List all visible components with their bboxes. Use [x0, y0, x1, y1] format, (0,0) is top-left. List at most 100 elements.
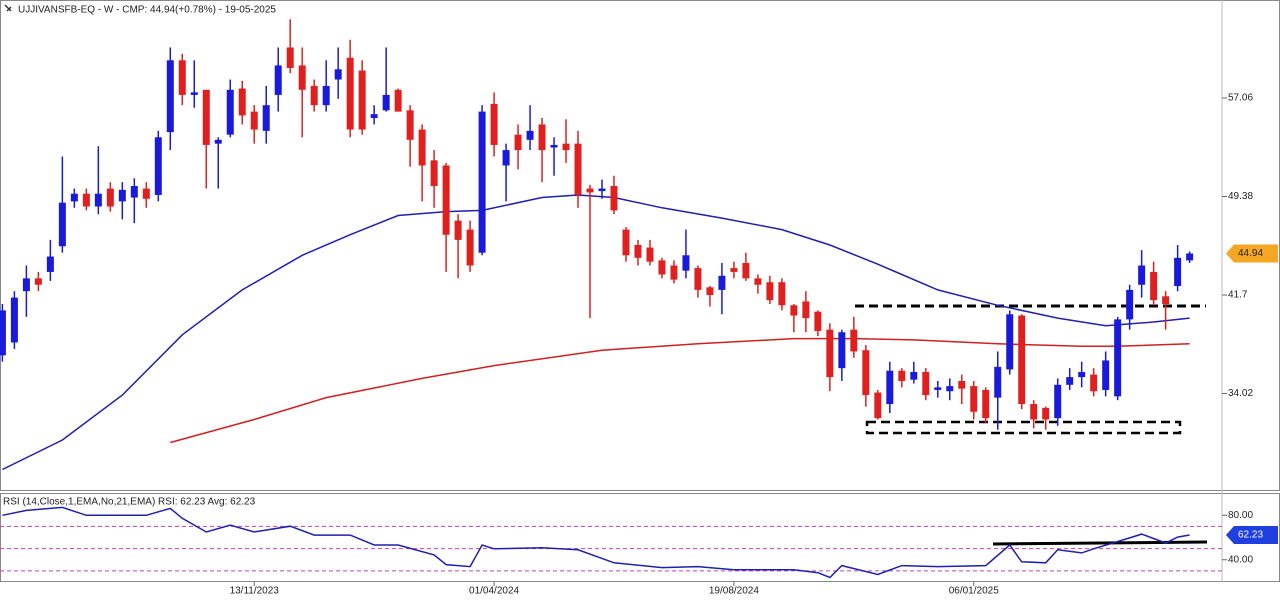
candle-body	[358, 70, 366, 130]
candle-body	[298, 65, 306, 90]
candle-body	[154, 137, 162, 195]
candle-body	[262, 105, 270, 131]
moving-average	[2, 194, 1190, 471]
candle-body	[598, 188, 606, 192]
candle-body	[574, 143, 582, 195]
candle-body	[1126, 289, 1134, 320]
price-tag-label: 44.94	[1238, 248, 1263, 259]
candle-body	[646, 247, 654, 262]
y-tick-label: 40.00	[1228, 554, 1253, 565]
candle-body	[142, 188, 150, 199]
candle-body	[334, 69, 342, 80]
x-tick-label: 13/11/2023	[230, 586, 280, 597]
candle-body	[226, 89, 234, 135]
candle-body	[658, 260, 666, 275]
candle-body	[106, 188, 114, 207]
candle-body	[250, 111, 258, 130]
candle-body	[286, 47, 294, 68]
candle-body	[1078, 371, 1086, 378]
candle-body	[1174, 257, 1182, 287]
candle-body	[970, 386, 978, 412]
pencil-icon	[4, 4, 12, 12]
candle-body	[46, 256, 54, 272]
candle-body	[1018, 315, 1026, 405]
candle-body	[130, 185, 138, 198]
candle-body	[922, 371, 930, 396]
candle-body	[934, 387, 942, 390]
candle-body	[958, 380, 966, 389]
candle-body	[826, 329, 834, 378]
candle-body	[10, 297, 18, 343]
rsi-title: RSI (14,Close,1,EMA,No,21,EMA) RSI: 62.2…	[3, 497, 256, 508]
candle-body	[730, 268, 738, 272]
candle-body	[454, 220, 462, 240]
candle-body	[58, 202, 66, 247]
candle-body	[946, 386, 954, 392]
candle-body	[94, 193, 102, 207]
candle-body	[118, 189, 126, 202]
candle-body	[166, 60, 174, 133]
candle-body	[790, 305, 798, 316]
candle-body	[406, 110, 414, 140]
candle-body	[550, 144, 558, 148]
candle-body	[382, 94, 390, 111]
candle-body	[1114, 319, 1122, 397]
candle-body	[742, 262, 750, 279]
candle-body	[1030, 404, 1038, 420]
candle-body	[862, 350, 870, 396]
candle-body	[490, 103, 498, 145]
y-tick-label: 41.7	[1228, 290, 1248, 301]
candle-body	[178, 60, 186, 95]
candle-body	[898, 370, 906, 381]
y-tick-label: 57.06	[1228, 93, 1253, 104]
candle-body	[1102, 360, 1110, 390]
candle-body	[442, 165, 450, 235]
x-tick-label: 19/08/2024	[709, 586, 759, 597]
candle-body	[610, 185, 618, 211]
candle-body	[526, 130, 534, 140]
chart-title: UJJIVANSFB-EQ - W - CMP: 44.94(+0.78%) -…	[18, 5, 276, 16]
candle-body	[706, 287, 714, 296]
rsi-line	[2, 506, 1190, 579]
candle-body	[1066, 377, 1074, 385]
candle-body	[202, 89, 210, 145]
candle-body	[622, 229, 630, 256]
candle-body	[82, 193, 90, 207]
candle-body	[1138, 265, 1146, 285]
candle-body	[802, 301, 810, 319]
candle-body	[34, 278, 42, 285]
candle-body	[0, 310, 6, 356]
candle-body	[778, 282, 786, 306]
candle-body	[754, 278, 762, 285]
candle-body	[886, 370, 894, 405]
candle-body	[634, 245, 642, 258]
candle-body	[466, 229, 474, 266]
candle-body	[874, 392, 882, 419]
candle-body	[370, 114, 378, 119]
candle-body	[670, 265, 678, 280]
x-tick-label: 06/01/2025	[949, 586, 999, 597]
candle-body	[502, 150, 510, 166]
rsi-tag-label: 62.23	[1238, 530, 1263, 541]
price-tag	[1226, 244, 1278, 263]
y-tick-label: 80.00	[1228, 510, 1253, 521]
rsi-trendline	[992, 540, 1208, 546]
candle-body	[238, 88, 246, 116]
candle-body	[346, 57, 354, 130]
candle-body	[478, 111, 486, 253]
candle-body	[310, 85, 318, 106]
candle-body	[430, 160, 438, 186]
candle-body	[1186, 253, 1194, 261]
rsi-tag	[1226, 526, 1278, 545]
candle-body	[814, 311, 822, 331]
candle-body	[586, 188, 594, 193]
candle-body	[838, 332, 846, 369]
y-tick-label: 34.02	[1228, 388, 1253, 399]
candle-body	[190, 92, 198, 95]
candle-body	[214, 139, 222, 144]
candle-body	[1150, 271, 1158, 301]
candle-body	[22, 278, 30, 292]
candle-body	[1090, 374, 1098, 392]
candle-body	[910, 371, 918, 380]
